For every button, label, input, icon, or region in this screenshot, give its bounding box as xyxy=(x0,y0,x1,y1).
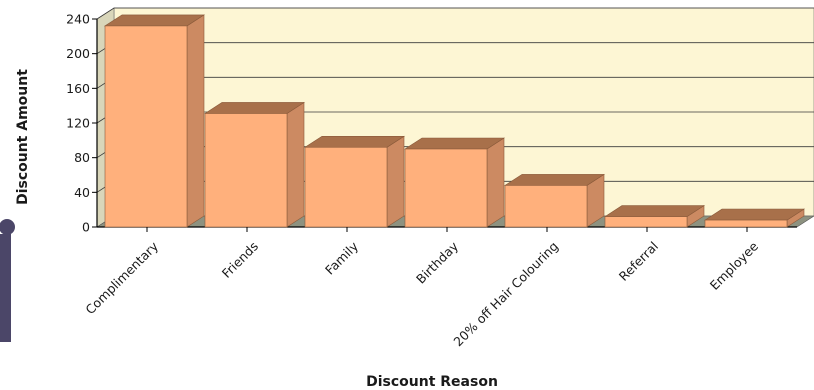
x-category-label: 20% off Hair Colouring xyxy=(450,239,561,350)
bar-side xyxy=(286,101,305,228)
bar-front xyxy=(304,146,388,228)
gridline xyxy=(96,7,814,20)
x-category-label: Referral xyxy=(616,239,661,284)
bar-top xyxy=(303,135,406,148)
y-tick-label: 40 xyxy=(74,185,90,200)
bar-front xyxy=(104,25,188,228)
x-category-label: Family xyxy=(322,238,361,277)
bar-side xyxy=(386,135,405,228)
x-category-label: Friends xyxy=(219,239,261,281)
bar-top xyxy=(203,102,306,114)
y-axis-title: Discount Amount xyxy=(15,69,31,205)
left-rail-decoration xyxy=(0,219,15,342)
bar-top xyxy=(103,14,206,27)
bar xyxy=(303,135,406,228)
bars-group xyxy=(103,14,806,228)
y-tick-label: 160 xyxy=(66,81,90,96)
bar-front xyxy=(704,219,788,228)
y-tick-label: 240 xyxy=(66,12,90,27)
bar-side xyxy=(486,137,505,228)
y-tick-label: 200 xyxy=(66,46,90,61)
y-tick-label: 80 xyxy=(74,150,90,165)
bar-front xyxy=(504,185,588,228)
bar xyxy=(203,101,306,228)
bar xyxy=(603,205,706,228)
bar-side xyxy=(186,14,205,228)
x-category-label: Employee xyxy=(707,238,762,293)
left-rail-knob xyxy=(0,219,15,235)
left-rail-bar xyxy=(0,234,11,342)
x-category-label: Birthday xyxy=(413,238,462,287)
x-category-label: Complimentary xyxy=(82,238,161,317)
bar xyxy=(703,208,806,228)
bar-top xyxy=(503,174,606,186)
bar xyxy=(403,137,506,228)
bar-top xyxy=(603,205,706,217)
bar-front xyxy=(404,148,488,228)
bar xyxy=(503,173,606,228)
bar-front xyxy=(604,216,688,228)
y-tick-label: 0 xyxy=(82,220,90,235)
bar-front xyxy=(204,113,288,228)
x-axis-title: Discount Reason xyxy=(366,374,498,390)
y-tick-label: 120 xyxy=(66,116,90,131)
bar-top xyxy=(703,208,806,221)
bar xyxy=(103,14,206,228)
bar-top xyxy=(403,137,506,150)
